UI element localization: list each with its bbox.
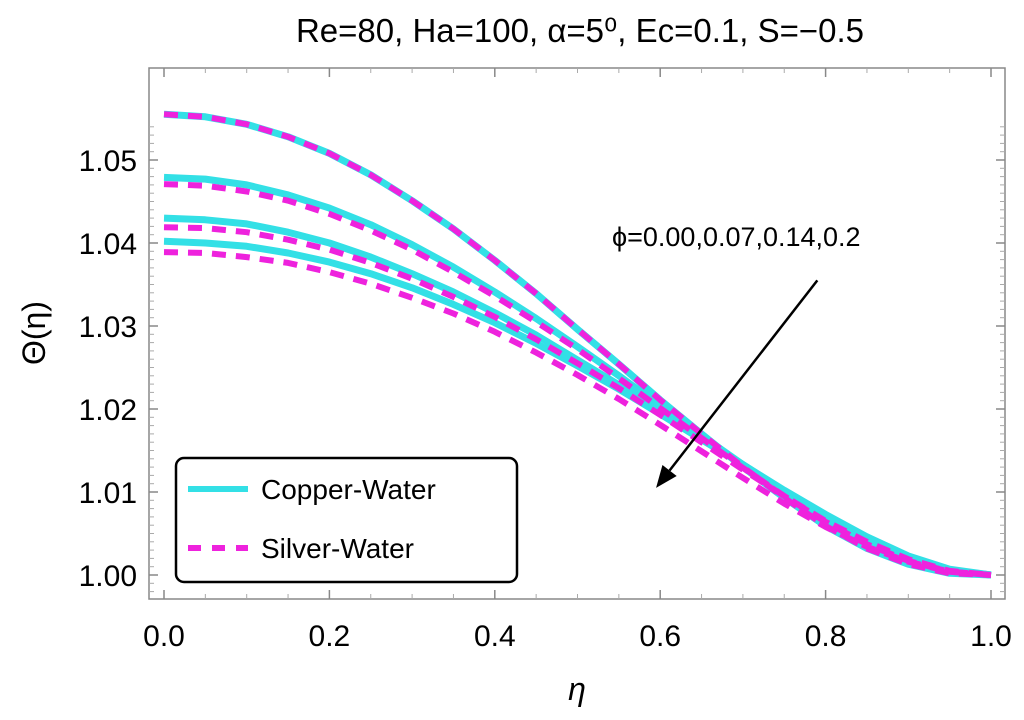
series-line-silver-water-phi-0_14 (163, 224, 992, 578)
phi-annotation: ϕ=0.00,0.07,0.14,0.2 (612, 222, 861, 252)
y-tick-label: 1.05 (79, 145, 137, 178)
legend-label-copper-water: Copper-Water (261, 474, 436, 505)
x-tick-label: 0.0 (143, 620, 185, 653)
series-line-silver-water-phi-0_2 (163, 249, 992, 578)
chart-title: Re=80, Ha=100, α=5⁰, Ec=0.1, S=−0.5 (296, 12, 864, 49)
y-tick-label: 1.03 (79, 311, 137, 344)
y-axis-ticks: 1.00 1.01 1.02 1.03 1.04 1.05 (79, 126, 1005, 593)
y-axis-label: Θ(η) (16, 301, 52, 365)
x-axis-ticks: 0.0 0.2 0.4 0.6 0.8 1.0 (143, 68, 1012, 653)
x-tick-label: 1.0 (970, 620, 1012, 653)
y-tick-label: 1.04 (79, 228, 137, 261)
legend: Copper-Water Silver-Water (174, 456, 519, 584)
series-line-silver-water-phi-0 (163, 111, 992, 578)
x-tick-label: 0.4 (474, 620, 516, 653)
y-tick-label: 1.02 (79, 394, 137, 427)
annotation: ϕ=0.00,0.07,0.14,0.2 (612, 222, 861, 488)
x-axis-label: η (568, 671, 586, 707)
annotation-arrow-head (656, 464, 677, 488)
x-tick-label: 0.2 (309, 620, 351, 653)
annotation-arrow-shaft (668, 279, 819, 472)
legend-label-silver-water: Silver-Water (261, 533, 414, 564)
x-tick-label: 0.6 (639, 620, 681, 653)
y-tick-label: 1.00 (79, 560, 137, 593)
y-tick-label: 1.01 (79, 477, 137, 510)
series-layer (163, 110, 992, 579)
x-tick-label: 0.8 (805, 620, 847, 653)
legend-box (174, 456, 519, 584)
